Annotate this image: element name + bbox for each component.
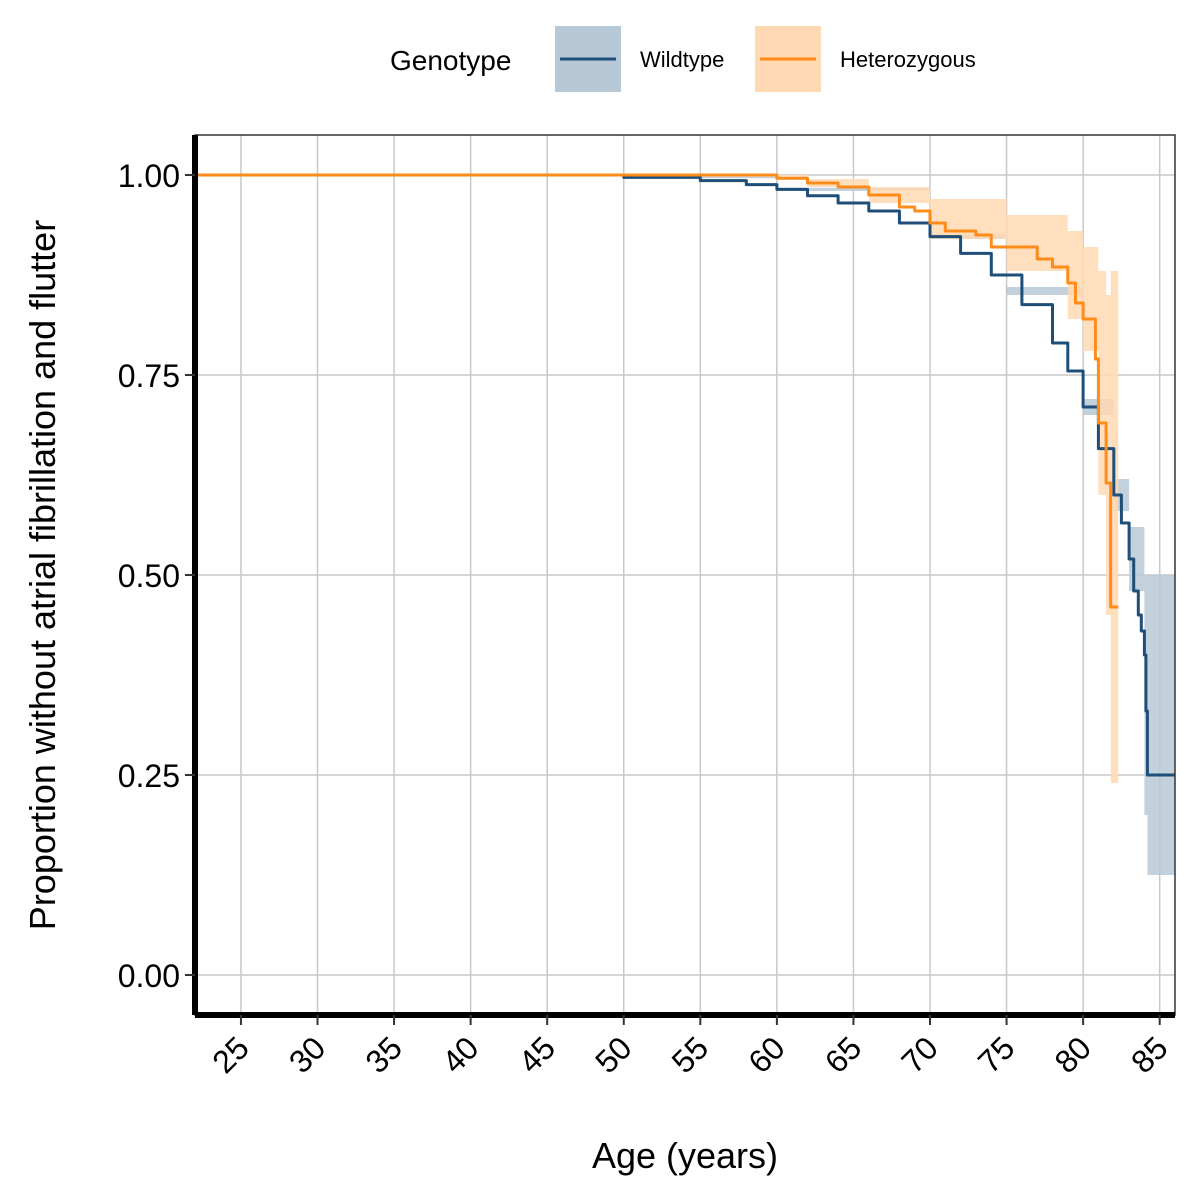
y-axis-label: Proportion without atrial fibrillation a… [22, 220, 63, 930]
series-line-heterozygous [195, 173, 1119, 609]
grid [195, 135, 1175, 1015]
y-tick-label: 1.00 [118, 158, 180, 194]
series-line-wildtype [195, 173, 1175, 777]
legend-title: Genotype [390, 45, 511, 76]
legend-label-wildtype: Wildtype [640, 47, 724, 72]
y-tick-label: 0.25 [118, 758, 180, 794]
y-tick-label: 0.75 [118, 358, 180, 394]
confidence-bands [195, 175, 1175, 875]
legend-key-heterozygous [755, 26, 821, 92]
legend: Genotype Wildtype Heterozygous [390, 26, 976, 92]
y-tick-label: 0.00 [118, 958, 180, 994]
y-axis-ticks: 0.00 0.25 0.50 0.75 1.00 [118, 158, 195, 994]
series-lines [195, 173, 1175, 777]
legend-label-heterozygous: Heterozygous [840, 47, 976, 72]
y-tick-label: 0.50 [118, 558, 180, 594]
ci-band-heterozygous [195, 175, 1119, 783]
x-axis-label: Age (years) [592, 1135, 778, 1176]
legend-key-wildtype [555, 26, 621, 92]
